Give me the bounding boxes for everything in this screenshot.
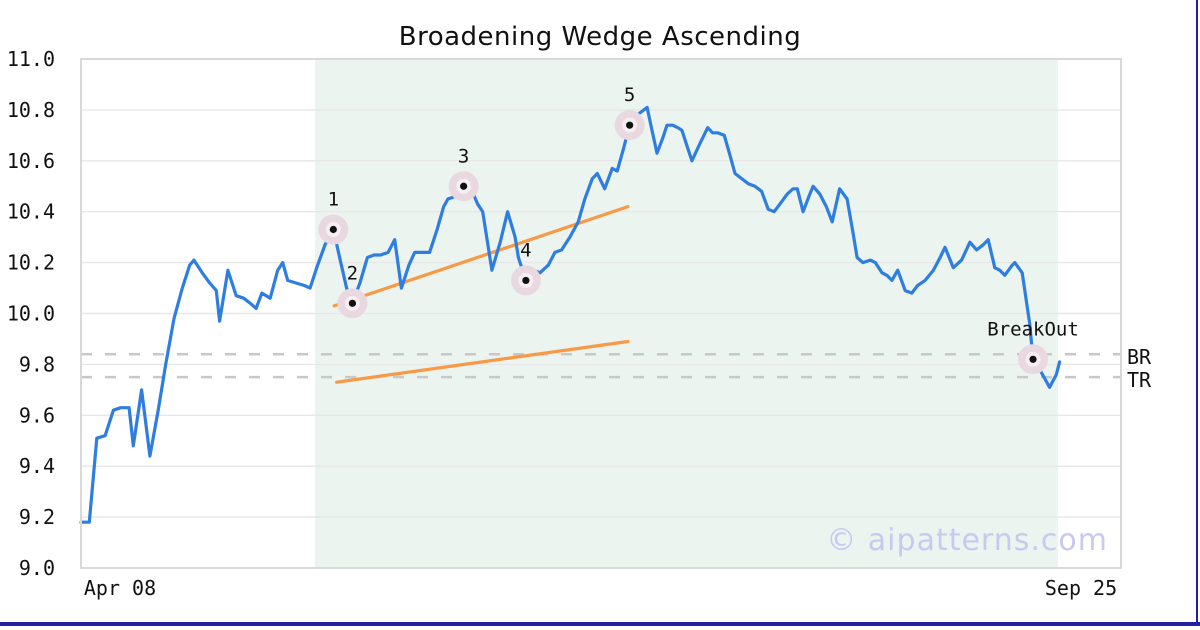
y-tick-label: 9.0 [19,556,55,580]
marker-dot [626,121,634,129]
x-tick-sep-25: Sep 25 [1044,576,1118,600]
marker-dot [460,182,468,190]
pattern-point-3: 3 [448,145,479,202]
lower-trendline [335,339,630,384]
pattern-point-label: 3 [458,145,469,167]
y-tick-label: 9.4 [19,454,55,478]
y-tick-label: 10.6 [7,149,55,173]
pattern-point-label: 4 [520,239,531,261]
pattern-point-label: BreakOut [987,318,1079,340]
breakout-level-label: BR [1127,345,1152,369]
pattern-point-5: 5 [614,84,645,141]
pattern-point-BreakOut: BreakOut [987,318,1079,375]
marker-dot [522,276,530,285]
x-tick-apr-08: Apr 08 [83,576,157,600]
pattern-point-1: 1 [318,189,349,245]
marker-dot [329,225,337,234]
y-tick-label: 10.8 [7,98,55,122]
plot-frame [80,58,1122,569]
marker-dot [348,299,357,307]
footer-bar [0,622,1200,626]
pattern-point-2: 2 [337,262,368,319]
pattern-points: 1 2 3 4 5 BreakOut [318,84,1079,375]
y-tick-label: 10.2 [7,251,55,275]
y-tick-label: 10.0 [7,302,55,326]
y-tick-label: 9.2 [19,505,55,529]
price-line [79,105,1062,524]
y-axis-tick-labels: 11.0 10.8 10.6 10.4 10.2 10.0 9.8 9.6 9.4 9.2 9.0 [7,47,55,580]
watermark: © aipatterns.com [826,523,1108,558]
marker-dot [1029,355,1037,363]
pattern-point-label: 2 [347,262,358,284]
pattern-point-4: 4 [510,239,541,296]
right-edge-border [1196,0,1198,626]
chart-title: Broadening Wedge Ascending [398,22,802,52]
y-tick-label: 10.4 [7,200,55,224]
y-tick-label: 9.8 [19,352,55,376]
level-lines [81,352,1121,379]
y-tick-label: 11.0 [7,47,55,71]
trigger-level-label: TR [1127,368,1152,392]
pattern-point-label: 1 [328,189,339,211]
y-tick-label: 9.6 [19,403,55,427]
pattern-point-label: 5 [624,84,635,106]
